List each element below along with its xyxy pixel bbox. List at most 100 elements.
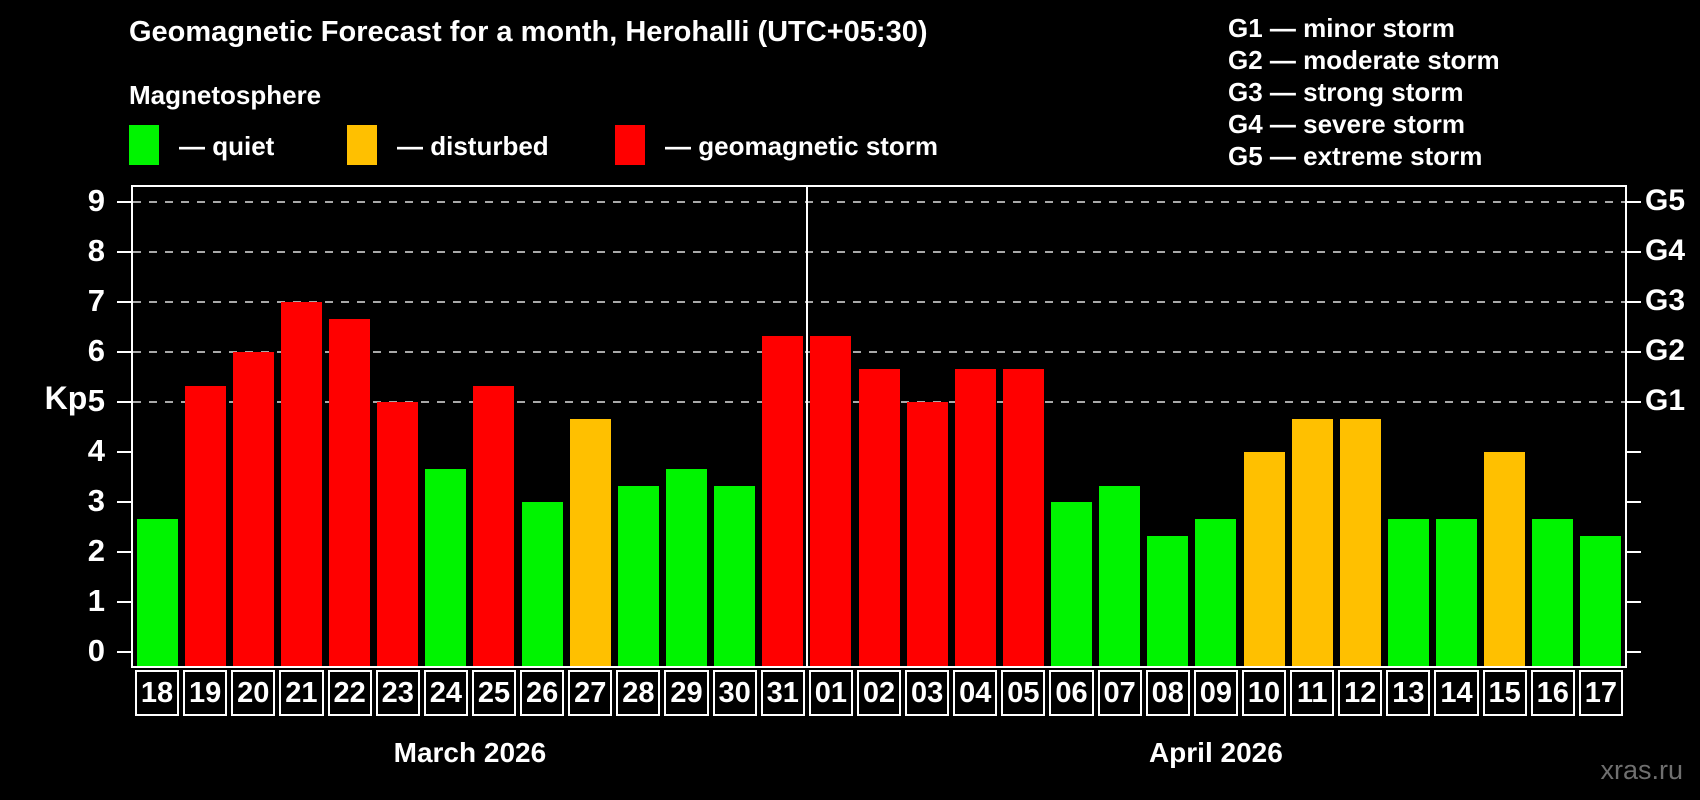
kp-bar: [184, 385, 226, 666]
kp-bar: [1195, 518, 1237, 666]
y-axis-tick: [117, 501, 131, 503]
y-axis-tick: [117, 251, 131, 253]
right-axis-label-g5: G5: [1645, 184, 1686, 217]
y-axis-tick: [117, 301, 131, 303]
day-label-cell: 09: [1193, 670, 1238, 716]
kp-bar: [617, 485, 659, 666]
day-label-cell: 26: [520, 670, 565, 716]
y-axis-tick: [117, 551, 131, 553]
day-label-cell: 03: [905, 670, 950, 716]
right-axis-tick: [1627, 451, 1641, 453]
page-title: Geomagnetic Forecast for a month, Heroha…: [129, 16, 928, 48]
kp-bar: [377, 402, 419, 666]
subtitle-magnetosphere: Magnetosphere: [129, 80, 322, 110]
watermark: xras.ru: [1600, 755, 1683, 785]
day-label-cell: 16: [1530, 670, 1575, 716]
storm-scale-legend-line: G2 — moderate storm: [1228, 45, 1500, 75]
day-label-cell: 04: [953, 670, 998, 716]
right-axis-label-g3: G3: [1645, 284, 1686, 317]
day-label-cell: 25: [471, 670, 517, 716]
day-label-cell: 18: [135, 670, 180, 716]
day-label-cell: 28: [616, 670, 661, 716]
day-label-cell: 05: [1001, 670, 1046, 716]
day-label-cell: 06: [1049, 670, 1094, 716]
right-axis-tick: [1627, 601, 1641, 603]
day-label-cell: 10: [1241, 670, 1287, 716]
kp-bar: [954, 368, 996, 666]
right-axis-tick: [1627, 351, 1641, 353]
month-label: March 2026: [393, 737, 547, 768]
day-label-cell: 19: [183, 670, 228, 716]
y-axis-tick: [117, 201, 131, 203]
day-label-cell: 31: [760, 670, 805, 716]
kp-bar: [1147, 535, 1189, 666]
kp-bar: [1484, 452, 1526, 666]
gridline-kp-7: [133, 301, 1625, 303]
month-label: April 2026: [1148, 737, 1283, 768]
kp-bar: [762, 335, 804, 666]
kp-bar: [232, 352, 274, 666]
kp-bar: [136, 518, 178, 666]
gridline-kp-6: [133, 351, 1625, 353]
day-label-cell: 02: [856, 670, 902, 716]
y-axis-tick: [117, 601, 131, 603]
kp-bar: [1002, 368, 1044, 666]
kp-bar: [280, 302, 322, 666]
day-label-cell: 27: [568, 670, 613, 716]
kp-bar: [569, 418, 611, 666]
kp-bar: [858, 368, 900, 666]
y-axis-tick: [117, 401, 131, 403]
storm-scale-legend-line: G3 — strong storm: [1228, 77, 1464, 107]
right-axis-tick: [1627, 201, 1641, 203]
day-label-cell: 08: [1145, 670, 1190, 716]
y-axis-tick-label: 7: [87, 283, 105, 318]
right-axis-label-g2: G2: [1645, 334, 1686, 367]
y-axis-tick-label: 2: [87, 533, 105, 568]
disturbed-legend-label: — disturbed: [397, 131, 549, 161]
right-axis-tick: [1627, 401, 1641, 403]
y-axis-label-kp: Kp: [44, 380, 88, 416]
y-axis-tick: [117, 651, 131, 653]
y-axis-tick: [117, 451, 131, 453]
day-label-cell: 23: [375, 670, 420, 716]
y-axis-tick-label: 6: [87, 333, 105, 368]
y-axis-tick-label: 1: [87, 583, 105, 618]
right-axis-tick: [1627, 301, 1641, 303]
day-label-cell: 24: [423, 670, 468, 716]
storm-color-swatch: [615, 125, 645, 165]
day-label-cell: 14: [1434, 670, 1479, 716]
month-divider-line: [805, 187, 808, 666]
kp-bar: [521, 502, 563, 666]
day-label-cell: 13: [1386, 670, 1431, 716]
gridline-kp-8: [133, 251, 1625, 253]
kp-bar: [1099, 485, 1141, 666]
y-axis-tick-label: 8: [87, 233, 105, 268]
y-axis-tick: [117, 351, 131, 353]
day-label-cell: 12: [1338, 670, 1383, 716]
day-label-cell: 30: [712, 670, 757, 716]
day-label-cell: 11: [1290, 670, 1335, 716]
y-axis-tick-label: 4: [87, 433, 105, 468]
day-label-cell: 17: [1578, 670, 1623, 716]
day-label-cell: 01: [808, 670, 853, 716]
kp-bar: [1436, 518, 1478, 666]
day-label-cell: 22: [327, 670, 372, 716]
day-label-cell: 07: [1097, 670, 1142, 716]
right-axis-tick: [1627, 651, 1641, 653]
y-axis-tick-label: 3: [87, 483, 105, 518]
day-label-cell: 20: [231, 670, 276, 716]
storm-scale-legend-line: G4 — severe storm: [1228, 109, 1466, 139]
kp-bar: [1387, 518, 1429, 666]
y-axis-tick-label: 0: [87, 633, 105, 668]
disturbed-color-swatch: [347, 125, 377, 165]
storm-scale-legend-line: G1 — minor storm: [1228, 13, 1455, 43]
right-axis-label-g1: G1: [1645, 384, 1686, 417]
kp-bar: [1051, 502, 1093, 666]
day-label-cell: 29: [664, 670, 709, 716]
kp-bar: [810, 335, 852, 666]
kp-bar: [906, 402, 948, 666]
storm-legend-label: — geomagnetic storm: [665, 131, 939, 161]
kp-bar: [473, 385, 515, 666]
gridline-kp-9: [133, 201, 1625, 203]
